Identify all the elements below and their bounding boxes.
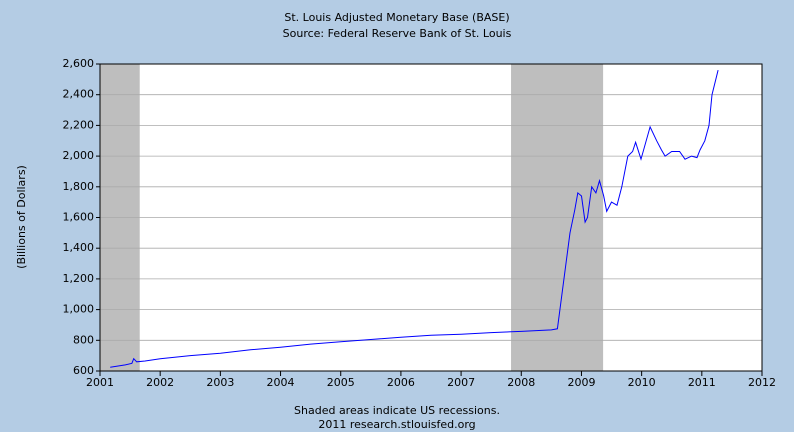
y-tick-label: 2,000: [63, 149, 95, 162]
x-tick-label: 2010: [628, 376, 656, 389]
data-line: [110, 69, 719, 368]
chart-subtitle: Source: Federal Reserve Bank of St. Loui…: [283, 27, 512, 40]
x-tick-label: 2001: [86, 376, 114, 389]
chart-title: St. Louis Adjusted Monetary Base (BASE): [284, 11, 509, 24]
footer: 2011 research.stlouisfed.org: [318, 418, 475, 431]
y-tick-label: 2,600: [63, 57, 95, 70]
note: Shaded areas indicate US recessions.: [294, 404, 500, 417]
x-tick-label: 2002: [146, 376, 174, 389]
x-tick-label: 2006: [387, 376, 415, 389]
y-tick-label: 2,200: [63, 118, 95, 131]
x-tick-label: 2008: [507, 376, 535, 389]
x-tick-label: 2007: [447, 376, 475, 389]
y-tick-label: 600: [73, 364, 94, 377]
y-tick-label: 1,800: [63, 180, 95, 193]
x-tick-label: 2009: [567, 376, 595, 389]
plot-frame: [99, 63, 763, 372]
y-tick-label: 1,600: [63, 211, 95, 224]
y-tick-label: 1,200: [63, 272, 95, 285]
y-tick-label: 1,400: [63, 241, 95, 254]
y-tick-label: 1,000: [63, 303, 95, 316]
x-tick-label: 2012: [748, 376, 776, 389]
x-tick-label: 2004: [267, 376, 295, 389]
x-tick-label: 2011: [688, 376, 716, 389]
y-tick-label: 800: [73, 333, 94, 346]
y-axis-label: (Billions of Dollars): [15, 165, 28, 269]
x-tick-label: 2005: [327, 376, 355, 389]
x-tick-label: 2003: [206, 376, 234, 389]
y-tick-label: 2,400: [63, 88, 95, 101]
